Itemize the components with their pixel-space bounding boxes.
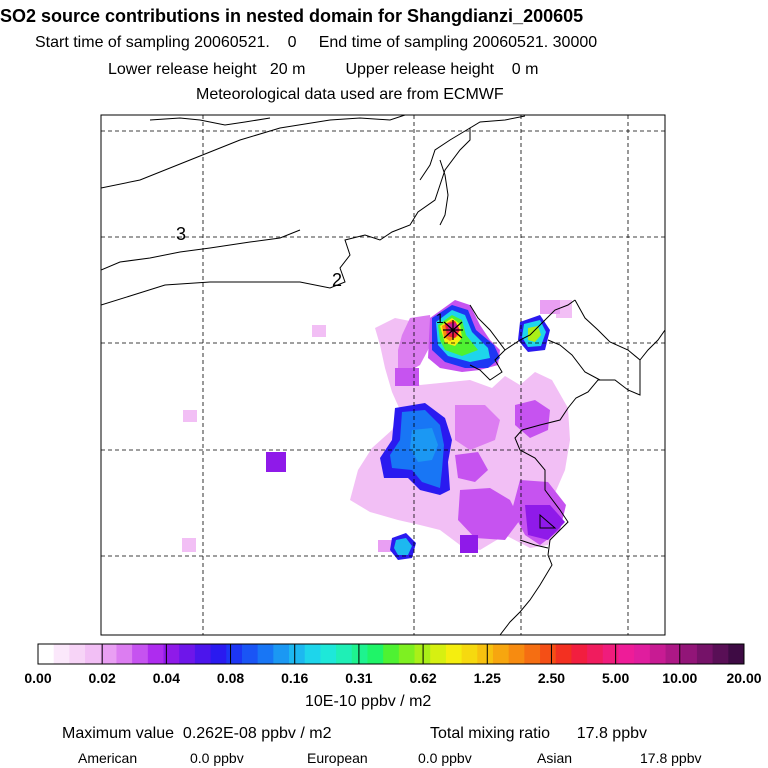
colorbar-tick-label: 20.00 bbox=[726, 670, 762, 686]
contour-right-blob-core bbox=[528, 326, 541, 342]
colorbar-cell bbox=[257, 644, 274, 664]
contour-pink-small bbox=[183, 410, 197, 422]
colorbar-cell bbox=[665, 644, 682, 664]
contour-bottom-blob-inner bbox=[394, 538, 412, 555]
map-grid bbox=[101, 115, 665, 635]
region-asian-name: Asian bbox=[537, 750, 573, 766]
colorbar-tick-label: 0.62 bbox=[409, 670, 437, 686]
maximum-value: Maximum value 0.262E-08 ppbv / m2 bbox=[62, 725, 332, 742]
page-title: SO2 source contributions in nested domai… bbox=[0, 6, 584, 26]
region-european-value: 0.0 ppbv bbox=[418, 750, 472, 766]
colorbar-cell bbox=[273, 644, 290, 664]
secondary-marker bbox=[539, 513, 557, 529]
colorbar-cell bbox=[430, 644, 447, 664]
colorbar-cell bbox=[289, 644, 306, 664]
release-heights: Lower release height 20 m Upper release … bbox=[108, 61, 539, 78]
colorbar-cell bbox=[147, 644, 165, 664]
colorbar-cell bbox=[540, 644, 557, 664]
contour-purple bbox=[460, 535, 478, 553]
contour-magenta bbox=[455, 452, 488, 482]
colorbar-cell bbox=[602, 644, 619, 664]
colorbar-tick-label: 0.00 bbox=[24, 670, 52, 686]
colorbar-cell bbox=[320, 644, 337, 664]
colorbar-cell bbox=[445, 644, 463, 664]
contour-magenta bbox=[395, 368, 419, 386]
colorbar-cell bbox=[618, 644, 635, 664]
colorbar-cell bbox=[241, 644, 259, 664]
region-asian-value: 17.8 ppbv bbox=[640, 750, 702, 766]
coastlines bbox=[101, 115, 665, 635]
receptor-marker bbox=[443, 320, 463, 340]
sampling-times: Start time of sampling 20060521. 0 End t… bbox=[35, 34, 598, 51]
contour-pink-small bbox=[378, 540, 392, 552]
colorbar-units: 10E-10 ppbv / m2 bbox=[305, 693, 432, 710]
colorbar-cell bbox=[132, 644, 149, 664]
colorbar-tick-label: 0.31 bbox=[345, 670, 373, 686]
contour-cyanblue bbox=[410, 428, 438, 462]
colorbar-cell bbox=[163, 644, 180, 664]
colorbar-cell bbox=[210, 644, 227, 664]
colorbar-cell bbox=[571, 644, 588, 664]
colorbar-cell bbox=[398, 644, 416, 664]
grid-label: 2 bbox=[332, 270, 342, 290]
contour-purple bbox=[266, 452, 286, 472]
colorbar-cell bbox=[351, 644, 368, 664]
colorbar-cell bbox=[649, 644, 667, 664]
region-european-name: European bbox=[307, 750, 368, 766]
colorbar-cells bbox=[38, 644, 745, 664]
colorbar-cell bbox=[696, 644, 714, 664]
contour-magenta bbox=[515, 400, 550, 438]
colorbar-cell bbox=[85, 644, 102, 664]
colorbar-cell bbox=[116, 644, 133, 664]
colorbar-cell bbox=[524, 644, 541, 664]
colorbar-cell bbox=[461, 644, 478, 664]
colorbar-cell bbox=[634, 644, 651, 664]
colorbar-tick-label: 0.16 bbox=[281, 670, 309, 686]
colorbar-cell bbox=[226, 644, 243, 664]
colorbar-cell bbox=[69, 644, 86, 664]
contour-pink-small bbox=[182, 538, 196, 552]
colorbar-cell bbox=[336, 644, 353, 664]
colorbar-cell bbox=[53, 644, 70, 664]
colorbar-cell bbox=[179, 644, 196, 664]
colorbar-cell bbox=[383, 644, 400, 664]
grid-label: 3 bbox=[176, 224, 186, 244]
region-american-value: 0.0 ppbv bbox=[190, 750, 244, 766]
colorbar-tick-label: 5.00 bbox=[602, 670, 630, 686]
colorbar-cell bbox=[304, 644, 321, 664]
colorbar-cell bbox=[555, 644, 572, 664]
colorbar-tick-label: 0.04 bbox=[152, 670, 180, 686]
colorbar-cell bbox=[194, 644, 212, 664]
colorbar-tick-label: 10.00 bbox=[662, 670, 698, 686]
colorbar-cell bbox=[712, 644, 729, 664]
met-source: Meteorological data used are from ECMWF bbox=[196, 86, 504, 103]
colorbar-tick-label: 0.08 bbox=[216, 670, 245, 686]
colorbar-cell bbox=[38, 644, 55, 664]
colorbar-tick-lines bbox=[37, 644, 745, 664]
contour-magenta bbox=[458, 488, 520, 540]
contour-pink-small bbox=[312, 325, 326, 337]
colorbar-tick-label: 2.50 bbox=[537, 670, 566, 686]
contour-purple bbox=[525, 505, 565, 540]
colorbar-tick-label: 0.02 bbox=[88, 670, 116, 686]
region-american-name: American bbox=[78, 750, 138, 766]
colorbar-cell bbox=[681, 644, 698, 664]
colorbar-tick-label: 1.25 bbox=[473, 670, 501, 686]
grid-label: 1 bbox=[436, 310, 444, 326]
colorbar-cell bbox=[367, 644, 384, 664]
contour-field bbox=[182, 300, 572, 560]
total-mixing-ratio: Total mixing ratio 17.8 ppbv bbox=[430, 725, 647, 742]
colorbar-cell bbox=[492, 644, 510, 664]
colorbar-cell bbox=[508, 644, 525, 664]
colorbar-cell bbox=[477, 644, 494, 664]
colorbar-cell bbox=[728, 644, 745, 664]
contour-magenta bbox=[398, 315, 432, 372]
colorbar-cell bbox=[100, 644, 117, 664]
colorbar-cell bbox=[587, 644, 604, 664]
map-frame bbox=[100, 114, 666, 636]
contour-magenta bbox=[455, 405, 500, 450]
